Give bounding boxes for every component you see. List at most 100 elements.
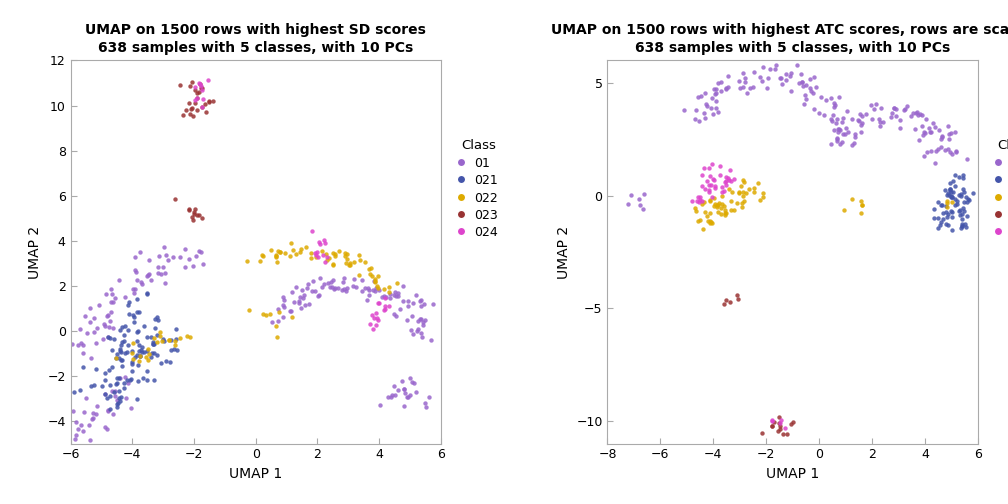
Point (773, 416, 789, 424)
Point (100, 311, 116, 320)
Point (317, 239, 333, 247)
Point (863, 101, 879, 109)
Point (122, 404, 138, 412)
Point (194, 248, 210, 256)
Point (694, 171, 710, 179)
Point (724, 187, 740, 196)
Point (105, 324, 121, 332)
Point (844, 115, 860, 123)
Point (323, 278, 339, 286)
Point (146, 349, 162, 357)
Point (954, 220, 970, 228)
Point (114, 323, 130, 331)
Point (636, 190, 652, 198)
Point (825, 110, 841, 118)
Point (114, 355, 130, 363)
Point (268, 322, 284, 330)
Point (78, 395, 94, 403)
Point (364, 272, 380, 280)
Point (389, 279, 405, 287)
Point (124, 367, 140, 375)
Point (89, 324, 105, 332)
Point (116, 379, 132, 387)
Point (935, 209, 952, 217)
Point (942, 129, 959, 137)
Point (954, 190, 970, 198)
Point (69, 417, 85, 425)
Point (952, 172, 968, 180)
Point (129, 351, 145, 359)
Point (147, 315, 163, 323)
Point (832, 141, 848, 149)
Point (325, 261, 341, 269)
Point (413, 296, 429, 304)
Point (383, 393, 399, 401)
Point (184, 112, 201, 120)
Point (167, 325, 183, 333)
Point (274, 293, 290, 301)
Point (387, 391, 403, 399)
Point (771, 413, 787, 421)
Point (129, 328, 145, 336)
Point (127, 285, 143, 293)
Point (761, 66, 777, 74)
Point (112, 326, 128, 334)
Point (186, 208, 203, 216)
Point (940, 121, 957, 130)
Point (88, 410, 104, 418)
Point (686, 204, 703, 212)
Point (360, 284, 376, 292)
Point (139, 333, 155, 341)
Point (691, 194, 708, 202)
Point (959, 198, 975, 206)
Point (402, 391, 418, 399)
Point (764, 422, 780, 430)
Point (916, 152, 932, 160)
Point (735, 175, 751, 183)
Point (846, 139, 862, 147)
Point (307, 254, 324, 262)
Point (943, 150, 960, 158)
Point (155, 263, 171, 271)
Point (708, 97, 724, 105)
Point (132, 248, 148, 256)
Point (763, 422, 779, 430)
Point (171, 253, 187, 261)
Point (823, 115, 839, 123)
Point (738, 189, 754, 197)
Point (759, 84, 775, 92)
Point (702, 219, 718, 227)
Point (955, 204, 971, 212)
Point (957, 187, 973, 196)
Point (826, 99, 842, 107)
Point (320, 279, 336, 287)
Point (938, 202, 955, 210)
Point (714, 193, 730, 201)
Point (182, 82, 199, 90)
Point (848, 134, 864, 142)
Point (939, 200, 956, 208)
Point (270, 308, 286, 317)
Point (104, 290, 120, 298)
Point (111, 276, 127, 284)
Point (121, 310, 137, 318)
Point (100, 407, 116, 415)
Point (310, 291, 327, 299)
Point (415, 322, 431, 330)
Point (299, 284, 316, 292)
Point (960, 155, 976, 163)
Point (377, 301, 393, 309)
Point (376, 306, 392, 314)
Point (120, 380, 136, 388)
Point (195, 95, 211, 103)
Point (918, 115, 934, 123)
Point (938, 197, 955, 205)
Point (364, 310, 380, 319)
Point (87, 314, 103, 322)
Point (766, 418, 782, 426)
Point (381, 302, 397, 310)
Point (789, 61, 805, 69)
Point (276, 295, 292, 303)
Point (943, 194, 960, 202)
Point (792, 71, 808, 79)
